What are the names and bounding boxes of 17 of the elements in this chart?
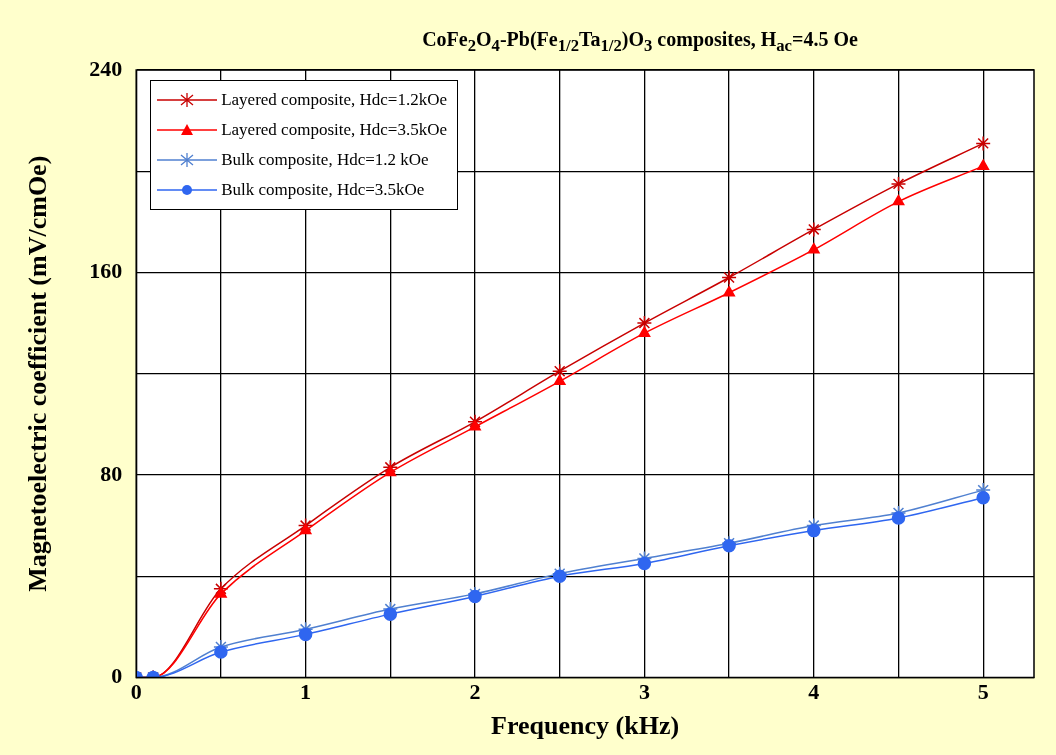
legend-label: Layered composite, Hdc=3.5kOe <box>221 120 447 140</box>
legend-label: Layered composite, Hdc=1.2kOe <box>221 90 447 110</box>
legend-label: Bulk composite, Hdc=1.2 kOe <box>221 150 429 170</box>
x-axis-title: Frequency (kHz) <box>491 711 680 741</box>
y-tick-label: 0 <box>111 663 123 689</box>
x-tick-label: 3 <box>638 679 650 705</box>
x-tick-label: 4 <box>808 679 820 705</box>
legend-label: Bulk composite, Hdc=3.5kOe <box>221 180 425 200</box>
y-axis-title: Magnetoelectric coefficient (mV/cmOe) <box>23 155 53 592</box>
x-tick-label: 1 <box>300 679 312 705</box>
chart-title: CoFe$_{2}$O$_{4}$-Pb(Fe$_{1/2}$Ta$_{1/2}$)O$_{3}$ composites, H$_{ac}$=4.5 Oe <box>422 28 858 55</box>
y-tick-label: 80 <box>100 460 123 486</box>
x-tick-label: 5 <box>977 679 989 705</box>
y-tick-label: 240 <box>89 55 123 81</box>
y-tick-label: 160 <box>89 258 123 284</box>
x-tick-label: 0 <box>130 679 142 705</box>
x-tick-label: 2 <box>469 679 481 705</box>
